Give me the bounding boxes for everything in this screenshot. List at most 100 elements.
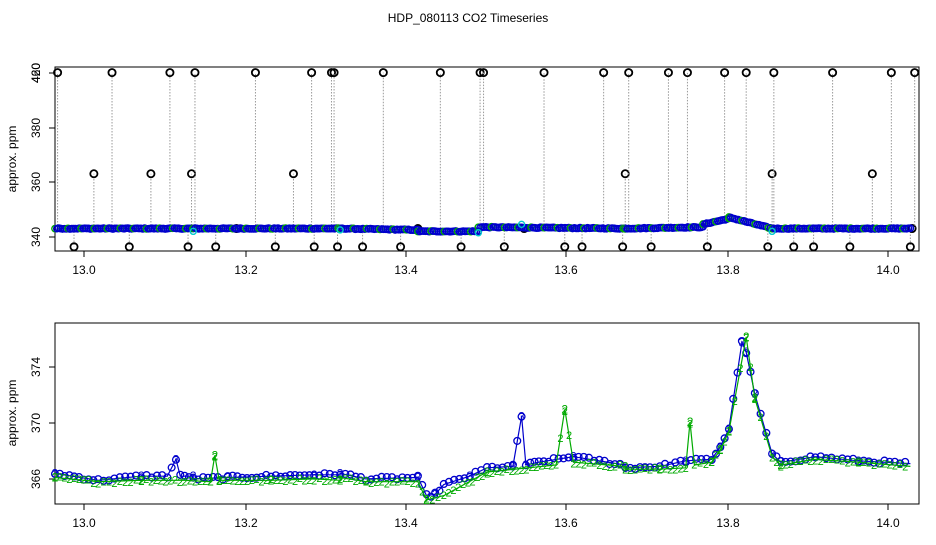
bottom-y-tick-label: 366: [29, 469, 43, 489]
bottom-series-point-3: [60, 471, 69, 481]
bottom-series-label-2: 2: [807, 456, 813, 468]
bottom-series-label-2: 2: [322, 476, 328, 488]
bottom-series-label-2: 2: [212, 451, 218, 463]
bottom-series-label-3: 3: [432, 487, 439, 501]
bottom-x-tick-label: 14.0: [876, 516, 900, 530]
top-outlier-point: [358, 242, 368, 252]
bottom-series-label-3: 3: [717, 440, 724, 454]
top-x-tick-label: 13.8: [716, 263, 740, 277]
bottom-series-label-2: 2: [460, 479, 466, 491]
bottom-series-label-2: 2: [709, 457, 715, 469]
bottom-series-label-2: 2: [562, 406, 568, 418]
bottom-series-label-2: 2: [726, 425, 733, 439]
bottom-series-label-2: 2: [207, 477, 213, 489]
bottom-series-point-3: [50, 469, 60, 479]
top-y-tick-label: 380: [29, 118, 43, 138]
bottom-series-point-3: [707, 456, 716, 465]
bottom-series-label-2: 2: [677, 463, 683, 475]
top-outlier-point: [165, 68, 175, 78]
bottom-series-point-3: [796, 456, 805, 465]
bottom-series-label-3: 3: [173, 452, 180, 466]
bottom-series-label-2: 2: [358, 475, 364, 487]
bottom-series-label-2: 2: [394, 477, 400, 489]
bottom-series-point-3: [554, 454, 563, 463]
bottom-series-label-2: 2: [268, 474, 274, 486]
bottom-series-label-2: 2: [479, 471, 485, 483]
bottom-series-label-2: 2: [570, 458, 576, 470]
bottom-series-point-3: [574, 452, 583, 461]
bottom-series-label-2: 2: [647, 465, 653, 477]
bottom-series-label-3: 3: [855, 454, 862, 468]
bottom-series-label-2: 2: [177, 477, 183, 489]
bottom-series-label-2: 2: [855, 455, 862, 469]
bottom-series-label-2: 2: [566, 430, 572, 442]
bottom-series-label-2: 2: [410, 478, 416, 490]
bottom-series-point-3: [455, 474, 464, 484]
bottom-series-label-2: 2: [106, 476, 112, 488]
bottom-series-point-3: [147, 473, 156, 482]
bottom-series-point-3: [859, 456, 868, 465]
top-outlier-point: [905, 242, 915, 252]
bottom-series-point-3: [534, 457, 543, 466]
bottom-series-label-2: 2: [845, 457, 851, 469]
top-outlier-point: [910, 68, 920, 78]
bottom-series-label-2: 2: [657, 465, 663, 477]
bottom-series-label-2: 2: [441, 490, 447, 502]
top-outlier-point: [624, 68, 634, 78]
bottom-series-label-2: 2: [258, 476, 264, 488]
bottom-series-point-3: [377, 472, 386, 481]
top-outlier-point: [250, 68, 260, 78]
top-outlier-point: [475, 68, 485, 78]
bottom-series-point-3: [595, 455, 604, 464]
bottom-y-tick-label: 370: [29, 413, 43, 433]
bottom-series-label-2: 2: [95, 478, 101, 490]
top-plot-frame: [54, 66, 920, 252]
bottom-series-label-2: 2: [306, 475, 312, 487]
bottom-series-point-3: [286, 471, 295, 480]
bottom-series-label-2: 2: [758, 412, 764, 424]
bottom-series-label-2: 2: [128, 477, 134, 489]
bottom-series-point-3: [579, 452, 588, 461]
bottom-series-label-2: 2: [866, 457, 872, 469]
bottom-series-label-2: 2: [892, 460, 898, 472]
bottom-series-label-2: 2: [489, 468, 495, 480]
bottom-series-label-2: 2: [523, 464, 529, 476]
bottom-series-point-3: [530, 457, 539, 466]
top-outlier-point: [309, 242, 319, 252]
bottom-series-label-3: 3: [743, 345, 750, 359]
bottom-series-label-2: 2: [717, 443, 724, 457]
bottom-series-point-3: [465, 472, 474, 481]
bottom-series-label-2: 2: [528, 462, 534, 474]
bottom-series-label-2: 2: [763, 431, 769, 443]
bottom-series-point-3: [171, 455, 181, 464]
bottom-series-label-3: 3: [138, 469, 145, 483]
bottom-series-label-2: 2: [855, 457, 861, 469]
bottom-series-label-2: 2: [622, 459, 629, 473]
bottom-series-label-2: 2: [207, 475, 214, 489]
bottom-series-line-2: [54, 336, 911, 501]
bottom-series-point-3: [444, 477, 454, 486]
bottom-series-label-3: 3: [769, 447, 776, 461]
bottom-series-label-2: 2: [455, 482, 461, 494]
bottom-series-point-3: [711, 449, 721, 458]
bottom-x-tick-label: 13.6: [554, 516, 578, 530]
bottom-series-point-3: [271, 471, 280, 480]
bottom-series-label-2: 2: [726, 426, 732, 438]
bottom-series-label-2: 2: [244, 476, 250, 488]
top-outlier-point: [539, 68, 549, 78]
bottom-series-label-2: 2: [234, 476, 240, 488]
bottom-series-label-2: 2: [627, 465, 633, 477]
bottom-series-label-2: 2: [52, 471, 58, 483]
top-outlier-point: [435, 68, 445, 78]
bottom-series-point-3: [650, 463, 659, 472]
bottom-series-label-2: 2: [342, 473, 348, 485]
bottom-series-label-2: 2: [672, 465, 678, 477]
bottom-series-point-3: [228, 471, 237, 480]
bottom-series-label-2: 2: [703, 459, 709, 471]
bottom-series-label-2: 2: [332, 474, 338, 486]
top-outlier-point: [183, 242, 193, 252]
bottom-series-label-2: 2: [423, 494, 429, 506]
bottom-series-label-3: 3: [570, 450, 577, 464]
top-outlier-point: [720, 68, 730, 78]
